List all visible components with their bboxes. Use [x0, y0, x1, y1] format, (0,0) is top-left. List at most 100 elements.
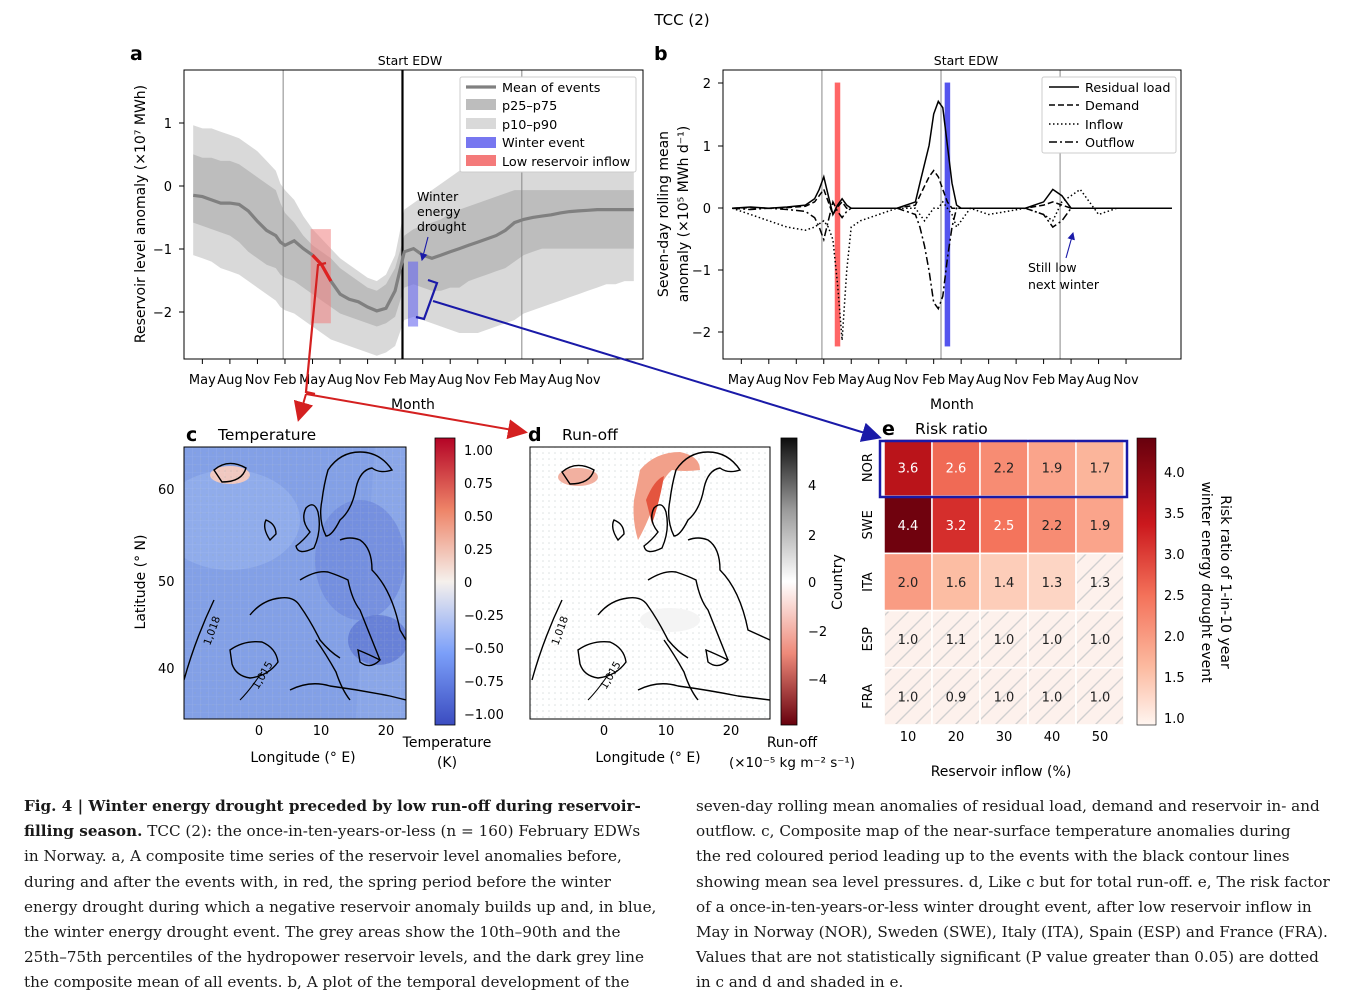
panel-b-xticks: May Aug Nov Feb May Aug Nov Feb May Aug Nov Feb May A…: [728, 359, 1139, 388]
cbar-tick: 0.75: [464, 477, 493, 492]
cell-label: 1.0: [1042, 690, 1063, 705]
panel-a-yticks: 1 0 −1 −2: [153, 117, 184, 321]
xtick: Nov: [894, 373, 920, 388]
caption-line: during and after the events with, in red…: [24, 872, 611, 891]
panel-b-frame: [722, 69, 1182, 360]
risk-colorbar: [1136, 437, 1157, 726]
coastline-outlines: [561, 451, 770, 701]
xtick: Aug: [217, 373, 242, 388]
ytick: 0: [164, 180, 172, 195]
ytick: 0: [703, 202, 711, 217]
panel-b-label: b: [654, 43, 668, 65]
xtick: Aug: [327, 373, 352, 388]
xtick: Aug: [548, 373, 573, 388]
heatmap-cell: [883, 552, 933, 612]
caption-line: outflow. c, Composite map of the near-su…: [696, 822, 1291, 841]
caption-line: showing mean sea level pressures. d, Lik…: [696, 872, 1330, 891]
xtick: 0: [600, 724, 608, 739]
xtick: Feb: [1032, 373, 1055, 388]
cbar-tick: 0.50: [464, 510, 493, 525]
risk-colorbar-label: Risk ratio of 1-in-10 year: [1217, 495, 1233, 669]
col-label: 10: [900, 730, 917, 745]
cbar-tick: −0.50: [464, 642, 504, 657]
caption-line: the red coloured period leading up to th…: [696, 847, 1290, 866]
cell-label: 1.0: [898, 690, 919, 705]
xtick: Feb: [384, 373, 407, 388]
ytick: −1: [692, 264, 711, 279]
xtick: May: [519, 373, 546, 388]
xtick: May: [1058, 373, 1085, 388]
figure-caption-right: seven-day rolling mean anomalies of resi…: [696, 794, 1336, 996]
xtick: Feb: [494, 373, 517, 388]
panel-c: c Temperature: [133, 424, 504, 771]
xtick: May: [189, 373, 216, 388]
risk-colorbar-label: winter energy drought event: [1198, 481, 1214, 683]
cbar-tick: 1.0: [1164, 712, 1185, 727]
heatmap-cell: [931, 438, 981, 497]
figure-4: TCC (2) a Start EDW 1 0 −1 −2 May Aug Nov F…: [130, 11, 1233, 780]
cbar-tick: 0.25: [464, 543, 493, 558]
panel-c-frame: [183, 446, 407, 720]
isobar-1015: [239, 671, 263, 701]
temperature-colorbar: [434, 437, 456, 726]
cell-label: 1.3: [1042, 576, 1063, 591]
winter-event-shade: [944, 82, 951, 347]
panel-a-label: a: [130, 43, 143, 65]
cell-label: 1.9: [1090, 519, 1111, 534]
col-label: 30: [996, 730, 1013, 745]
annotation-line: Still low: [1028, 260, 1077, 275]
xtick: Aug: [866, 373, 891, 388]
caption-line: in c and d and shaded in e.: [696, 973, 904, 992]
row-label: FRA: [861, 684, 876, 709]
panel-d-frame: [529, 446, 771, 720]
row-label: SWE: [861, 510, 876, 539]
not-significant-hatch: [1029, 668, 1075, 724]
cell-label: 2.5: [994, 519, 1015, 534]
cbar-tick: −4: [808, 673, 827, 688]
cell-label: 1.1: [946, 633, 967, 648]
winter-drought-annotation: Winter energy drought: [417, 189, 466, 262]
runoff-colorbar: [780, 437, 798, 726]
ytick: −2: [692, 326, 711, 341]
temperature-map: 1,018 1,015: [184, 447, 406, 719]
caption-line: seven-day rolling mean anomalies of resi…: [696, 797, 1320, 815]
xtick: 10: [658, 724, 675, 739]
xtick: 20: [723, 724, 740, 739]
ytick: 1: [164, 117, 172, 132]
panel-a-legend: Mean of events p25–p75 p10–p90 Winter ev…: [459, 76, 637, 173]
panel-c-label: c: [186, 424, 197, 446]
mean-of-events-line: [192, 193, 634, 313]
cell-label: 1.3: [1090, 576, 1111, 591]
cbar-tick: 2: [808, 529, 816, 544]
xtick: 0: [255, 724, 263, 739]
row-label: ITA: [861, 572, 876, 592]
xtick: Nov: [355, 373, 381, 388]
figure-title: TCC (2): [653, 11, 709, 29]
panel-d-title: Run-off: [562, 426, 618, 444]
cell-label: 1.0: [1042, 633, 1063, 648]
not-significant-hatch: [981, 611, 1027, 667]
ytick: 50: [158, 575, 175, 590]
inflow-line: [731, 188, 1172, 341]
col-label: 40: [1044, 730, 1061, 745]
cell-label: 1.0: [1090, 690, 1111, 705]
xtick: Feb: [273, 373, 296, 388]
legend-item: Inflow: [1085, 118, 1123, 133]
blue-bracket: [415, 278, 439, 321]
nor-highlight-box: [878, 439, 1129, 499]
caption-line: energy drought during which a negative r…: [24, 897, 657, 916]
xtick: May: [838, 373, 865, 388]
heatmap-cell: [1075, 495, 1125, 555]
row-label: NOR: [861, 453, 876, 482]
panel-a-frame: [183, 69, 644, 360]
start-edw-label-a: Start EDW: [378, 53, 442, 68]
caption-line: of a once-in-ten-years-or-less winter dr…: [696, 897, 1312, 916]
runoff-map: 1,018 1,015: [530, 447, 770, 719]
risk-colorbar-ticks: 4.0 3.5 3.0 2.5 2.0 1.5 1.0: [1164, 466, 1185, 727]
heatmap-cell: [979, 438, 1029, 497]
annotation-line: next winter: [1028, 277, 1100, 292]
heatmap-cell: [883, 438, 933, 497]
xtick: Aug: [438, 373, 463, 388]
caption-line: filling season. TCC (2): the once-in-ten…: [24, 822, 641, 841]
xtick: May: [409, 373, 436, 388]
